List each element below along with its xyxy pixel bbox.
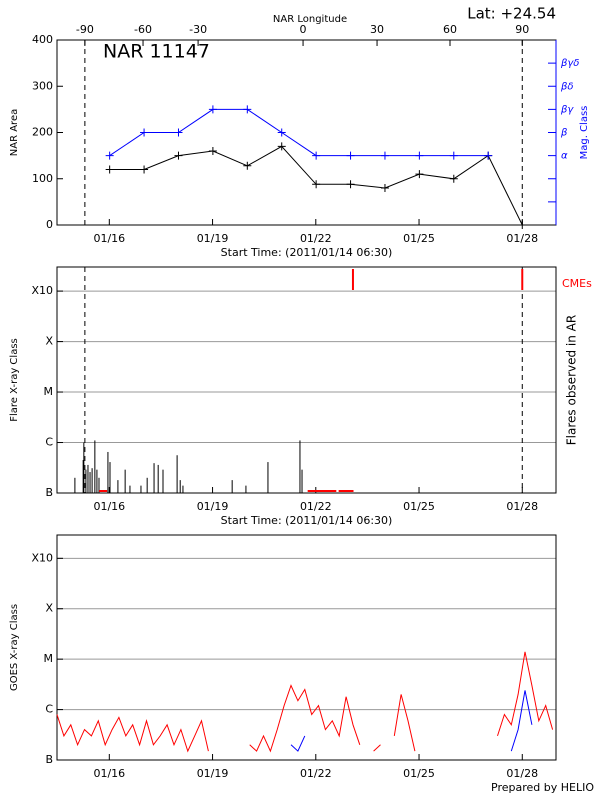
y-tick-label: 200 bbox=[32, 126, 53, 139]
x-tick-label: 01/16 bbox=[93, 767, 125, 780]
y-axis-title: GOES X-ray Class bbox=[9, 604, 20, 691]
y-tick-label: 400 bbox=[32, 33, 53, 46]
x-tick-label: 01/25 bbox=[403, 500, 435, 513]
y-tick-label: X10 bbox=[31, 284, 53, 297]
y-tick-label: M bbox=[44, 652, 54, 665]
y-tick-label: 300 bbox=[32, 79, 53, 92]
x-tick-label: 01/28 bbox=[506, 232, 538, 245]
x2-tick-label: -90 bbox=[76, 23, 94, 36]
y-tick-label: C bbox=[45, 436, 53, 449]
y-tick-label: C bbox=[45, 703, 53, 716]
series-line bbox=[56, 651, 554, 753]
footer: Prepared by HELIO bbox=[491, 781, 594, 794]
x-tick-label: 01/16 bbox=[93, 500, 125, 513]
cme-label: CMEs bbox=[562, 277, 592, 290]
series-line bbox=[109, 108, 489, 157]
y-tick-label: B bbox=[45, 486, 53, 499]
y-tick-label: X bbox=[45, 335, 53, 348]
y-tick-label: M bbox=[44, 385, 54, 398]
x2-tick-label: 60 bbox=[443, 23, 457, 36]
x2-tick-label: 0 bbox=[300, 23, 307, 36]
x-tick-label: 01/28 bbox=[506, 767, 538, 780]
x-tick-label: 01/22 bbox=[300, 767, 332, 780]
x2-tick-label: -60 bbox=[134, 23, 152, 36]
y-tick-label: B bbox=[45, 753, 53, 766]
x-tick-label: 01/28 bbox=[506, 500, 538, 513]
x2-tick-label: 30 bbox=[370, 23, 384, 36]
plot-frame bbox=[56, 266, 557, 494]
y-tick-label: 100 bbox=[32, 172, 53, 185]
x-axis-title: Start Time: (2011/01/14 06:30) bbox=[221, 246, 393, 259]
y2-tick-label: βγ bbox=[560, 104, 574, 115]
y2-tick-label: α bbox=[561, 151, 568, 162]
y2-tick-label: βγδ bbox=[560, 58, 579, 69]
y-tick-label: 0 bbox=[46, 218, 53, 231]
x-tick-label: 01/22 bbox=[300, 500, 332, 513]
y-tick-label: X10 bbox=[31, 551, 53, 564]
x2-tick-label: -30 bbox=[189, 23, 207, 36]
x-tick-label: 01/22 bbox=[300, 232, 332, 245]
y-axis-title: Flare X-ray Class bbox=[9, 338, 20, 422]
y2-axis-title: Mag. Class bbox=[579, 106, 590, 160]
x2-tick-label: 90 bbox=[515, 23, 529, 36]
series-line bbox=[109, 145, 523, 226]
plot-frame bbox=[56, 534, 557, 761]
y-tick-label: X bbox=[45, 602, 53, 615]
x-tick-label: 01/19 bbox=[197, 767, 229, 780]
x2-axis-title: NAR Longitude bbox=[273, 14, 347, 25]
x-tick-label: 01/25 bbox=[403, 767, 435, 780]
x-tick-label: 01/16 bbox=[93, 232, 125, 245]
y2-tick-label: β bbox=[560, 128, 568, 139]
x-tick-label: 01/19 bbox=[197, 232, 229, 245]
x-tick-label: 01/25 bbox=[403, 232, 435, 245]
y2-axis-title: Flares observed in AR bbox=[565, 315, 579, 445]
x-axis-title: Start Time: (2011/01/14 06:30) bbox=[221, 514, 393, 527]
subtitle: Lat: +24.54 bbox=[467, 5, 556, 23]
marker bbox=[105, 151, 114, 160]
y2-tick-label: βδ bbox=[560, 81, 574, 92]
chart-title: NAR 11147 bbox=[103, 41, 210, 63]
y-axis-title: NAR Area bbox=[9, 109, 20, 156]
x-tick-label: 01/19 bbox=[197, 500, 229, 513]
